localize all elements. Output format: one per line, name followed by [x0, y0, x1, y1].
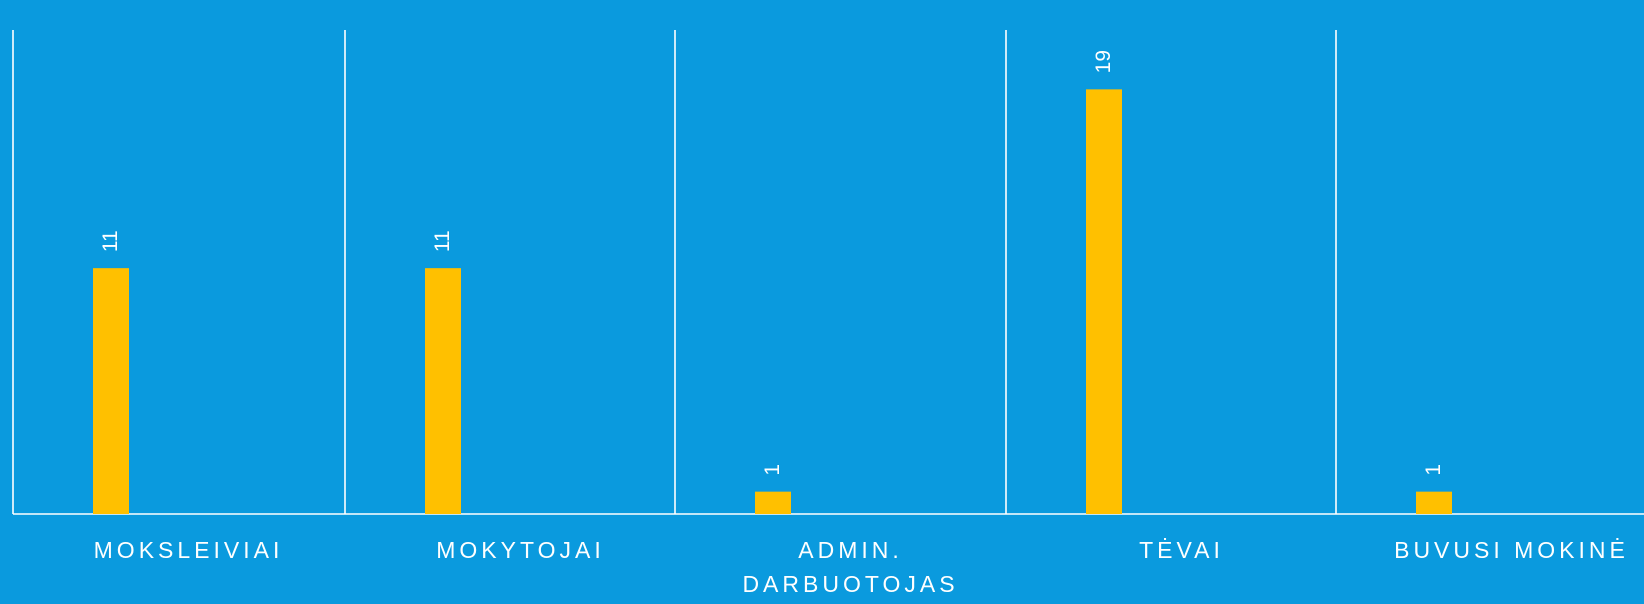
category-label: BUVUSI MOKINĖ	[1394, 537, 1629, 563]
bar	[755, 491, 791, 514]
data-label: 1	[1422, 464, 1445, 476]
bar	[93, 268, 129, 514]
category-label: TĖVAI	[1139, 537, 1224, 563]
data-label: 1	[761, 464, 784, 476]
data-label: 19	[1092, 50, 1115, 73]
category-label: MOKYTOJAI	[436, 537, 605, 563]
category-label: ADMIN.	[798, 537, 903, 563]
category-label: DARBUOTOJAS	[742, 571, 958, 597]
data-label: 11	[99, 230, 122, 252]
bar	[1416, 491, 1452, 514]
bar	[425, 268, 461, 514]
category-label: MOKSLEIVIAI	[94, 537, 284, 563]
data-label: 11	[431, 230, 454, 252]
bar	[1086, 89, 1122, 514]
